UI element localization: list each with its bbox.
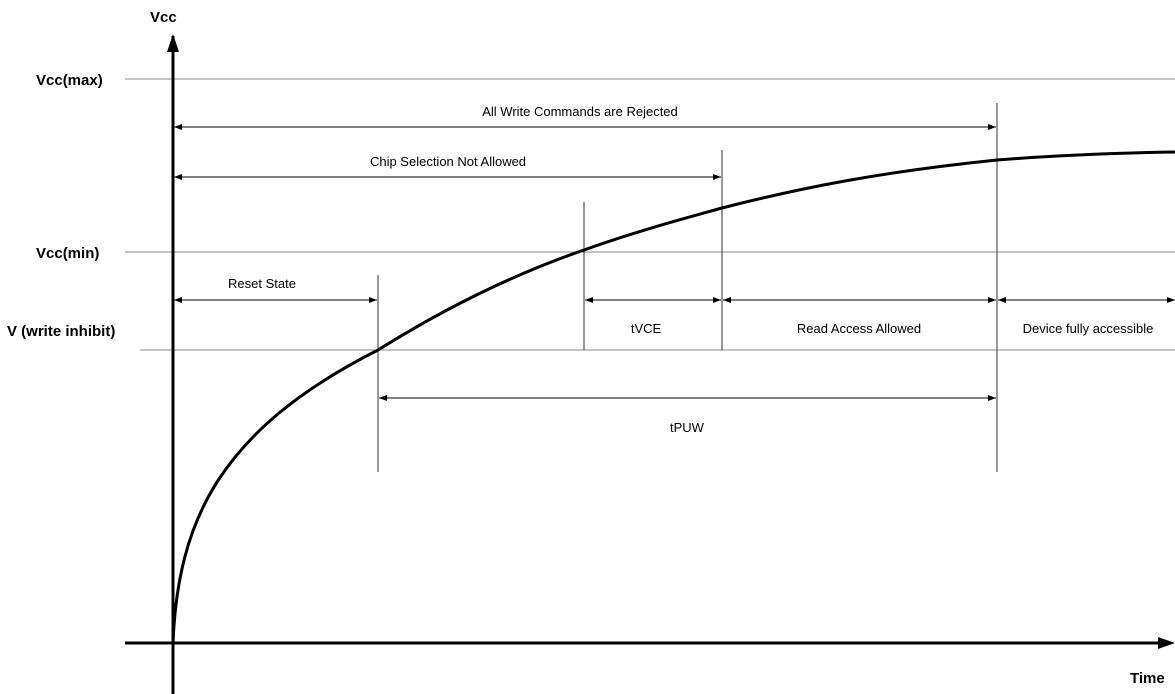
x-axis-label: Time	[1130, 670, 1165, 687]
vcc-min-label: Vcc(min)	[36, 245, 99, 262]
tvce-label: tVCE	[631, 321, 662, 336]
y-axis-label: Vcc	[150, 9, 177, 26]
chip-selection-not-allowed-label: Chip Selection Not Allowed	[370, 154, 526, 169]
tpuw-label: tPUW	[670, 420, 705, 435]
x-axis-arrowhead	[1158, 637, 1175, 649]
vcc-ramp-curve	[171, 150, 1175, 644]
all-write-rejected-label: All Write Commands are Rejected	[482, 104, 678, 119]
vcc-max-label: Vcc(max)	[36, 72, 103, 89]
write-inhibit-label: V (write inhibit)	[7, 323, 115, 340]
read-access-allowed-label: Read Access Allowed	[797, 321, 921, 336]
y-axis-arrowhead	[167, 34, 179, 52]
device-fully-accessible-label: Device fully accessible	[1023, 321, 1154, 336]
reset-state-label: Reset State	[228, 276, 296, 291]
